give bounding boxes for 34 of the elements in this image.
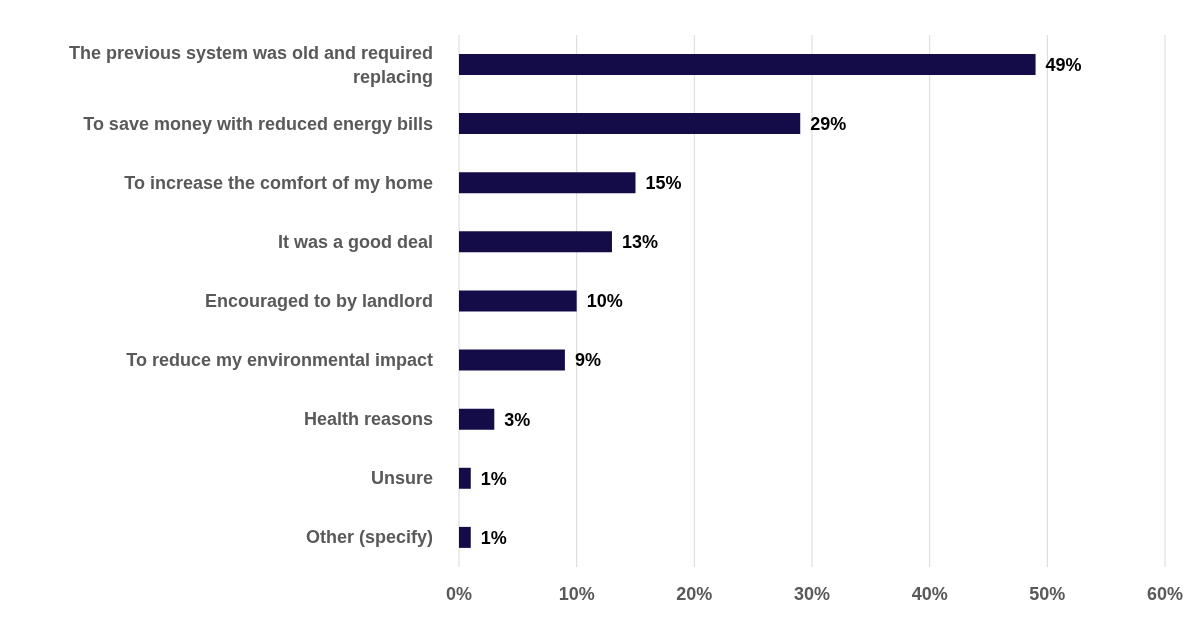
- y-tick-label: To reduce my environmental impact: [126, 350, 433, 371]
- bar: [459, 113, 801, 135]
- bar: [459, 54, 1036, 75]
- x-tick-label: 40%: [911, 583, 948, 604]
- y-tick-label: Encouraged to by landlord: [204, 291, 433, 311]
- data-label: 3%: [504, 409, 531, 430]
- bar: [459, 231, 612, 253]
- bar: [459, 290, 577, 312]
- x-tick-label: 0%: [445, 583, 473, 604]
- y-tick-label: To save money with reduced energy bills: [83, 113, 433, 134]
- bar: [459, 408, 495, 430]
- data-label: 49%: [1045, 54, 1082, 75]
- data-label: 9%: [574, 350, 601, 371]
- x-tick-label: 10%: [558, 583, 595, 604]
- bar: [459, 172, 636, 194]
- data-label: 1%: [480, 527, 507, 548]
- data-label: 15%: [645, 173, 682, 194]
- y-tick-label: The previous system was old and required replacing: [68, 42, 433, 87]
- y-tick-label: Health reasons: [303, 409, 433, 430]
- bar: [459, 349, 565, 371]
- x-tick-label: 30%: [793, 583, 831, 604]
- y-tick-label: To increase the comfort of my home: [124, 172, 433, 193]
- data-label: 1%: [480, 468, 507, 489]
- x-tick-label: 50%: [1029, 583, 1066, 604]
- bar: [459, 467, 471, 489]
- data-label: 10%: [586, 291, 623, 312]
- data-label: 13%: [621, 232, 658, 253]
- y-tick-label: It was a good deal: [277, 231, 433, 252]
- y-tick-label: Unsure: [370, 468, 433, 489]
- bar: [459, 526, 471, 548]
- x-tick-label: 20%: [676, 583, 713, 604]
- y-tick-label: Other (specify): [305, 527, 433, 548]
- x-tick-label: 60%: [1146, 583, 1184, 604]
- data-label: 29%: [810, 114, 847, 134]
